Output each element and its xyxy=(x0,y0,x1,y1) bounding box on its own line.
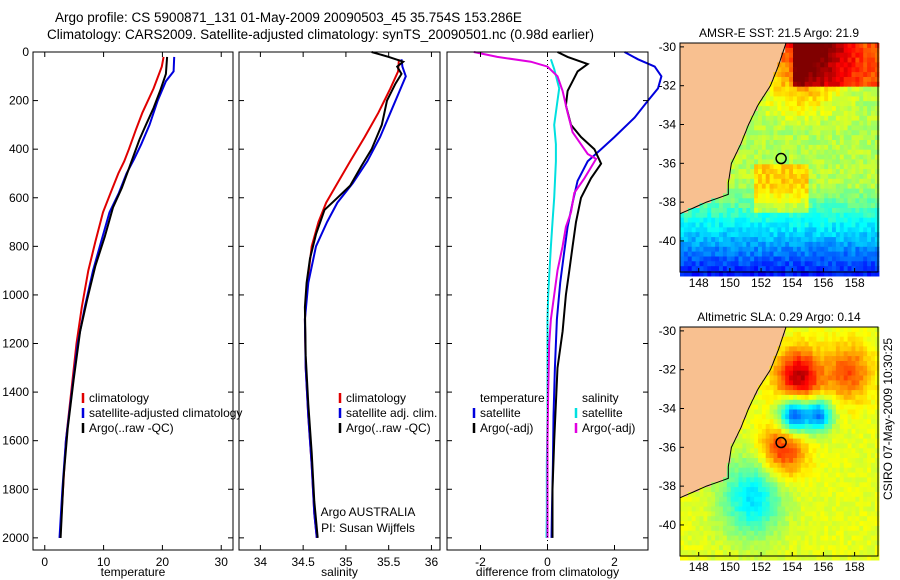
y-tick-label-8: 1600 xyxy=(2,434,29,448)
map-y-label-1-0: -30 xyxy=(659,324,677,338)
map-x-label-0-4: 156 xyxy=(813,276,833,290)
x-axis-label-0: temperature xyxy=(101,565,166,579)
map-y-label-0-2: -34 xyxy=(659,118,677,132)
y-tick-label-0: 0 xyxy=(22,45,29,59)
profile-title: Argo profile: CS 5900871_131 01-May-2009… xyxy=(55,10,522,25)
x-tick-label-2-1: 0 xyxy=(544,555,551,569)
x-tick-label-1-3: 35.5 xyxy=(377,555,401,569)
map-x-label-0-0: 148 xyxy=(689,276,709,290)
series-line-0-2 xyxy=(59,56,169,538)
sla-map: 148 150 152 154 156 158 -30 -32 -34 -36 -38 -40 Alti… xyxy=(659,310,880,574)
x-tick-label-0-3: 30 xyxy=(215,555,229,569)
x-axis-label-2: difference from climatology xyxy=(476,565,619,579)
diff-legend-temp-label-2: Argo(-adj) xyxy=(480,421,533,435)
y-tick-label-1: 200 xyxy=(9,94,29,108)
diff-legend-sal-label-0: salinity xyxy=(582,391,619,405)
x-tick-label-1-1: 34.5 xyxy=(291,555,315,569)
diff-legend-sal-label-2: Argo(-adj) xyxy=(582,421,635,435)
series-line-1-2 xyxy=(303,51,406,538)
temp-legend-label-0: climatology xyxy=(89,391,149,405)
map-x-label-0-1: 150 xyxy=(720,276,740,290)
map-y-label-0-1: -32 xyxy=(659,79,677,93)
diff-legend-sal-label-1: satellite xyxy=(582,406,623,420)
x-axis-label-1: salinity xyxy=(321,565,358,579)
diff-legend-temp-label-1: satellite xyxy=(480,406,521,420)
map-y-label-0-4: -38 xyxy=(659,195,677,209)
temp-legend-label-1: satellite-adjusted climatology xyxy=(89,406,242,420)
map-y-label-1-1: -32 xyxy=(659,363,677,377)
axes-frame-0 xyxy=(32,51,234,551)
csiro-timestamp: CSIRO 07-May-2009 10:30:25 xyxy=(881,338,895,500)
map-x-label-1-1: 150 xyxy=(720,560,740,574)
temperature-panel: 0 10 20 30 temperature 0 200 400 600 800 1000 1200 1… xyxy=(2,45,242,579)
map-title-1: Altimetric SLA: 0.29 Argo: 0.14 xyxy=(697,310,861,324)
axes-frame-1 xyxy=(238,51,441,551)
map-x-label-1-2: 152 xyxy=(751,560,771,574)
series-line-2-3 xyxy=(473,51,598,538)
sal-legend-label-0: climatology xyxy=(346,391,406,405)
salinity-panel: 34 34.5 35 35.5 36 salinity climatologysatelli… xyxy=(238,51,441,579)
x-tick-label-2-0: -2 xyxy=(475,555,486,569)
y-tick-label-5: 1000 xyxy=(2,288,29,302)
sal-legend-label-1: satellite adj. clim. xyxy=(346,406,437,420)
y-tick-label-2: 400 xyxy=(9,142,29,156)
y-tick-label-10: 2000 xyxy=(2,531,29,545)
x-tick-label-0-2: 20 xyxy=(156,555,170,569)
y-tick-label-4: 800 xyxy=(9,239,29,253)
x-tick-label-2-2: 2 xyxy=(611,555,618,569)
series-line-2-0 xyxy=(550,51,663,538)
x-tick-label-1-2: 35 xyxy=(339,555,353,569)
map-frame-0 xyxy=(679,42,879,273)
map-y-label-1-2: -34 xyxy=(659,402,677,416)
x-tick-label-0-0: 0 xyxy=(41,555,48,569)
map-x-label-1-4: 156 xyxy=(813,560,833,574)
y-tick-label-7: 1400 xyxy=(2,385,29,399)
map-frame-1 xyxy=(679,326,879,557)
sal-legend-label-2: Argo(..raw -QC) xyxy=(346,421,431,435)
map-x-label-0-5: 158 xyxy=(845,276,865,290)
map-y-label-0-0: -30 xyxy=(659,40,677,54)
argo-location-marker-0 xyxy=(775,152,787,165)
x-tick-label-1-4: 36 xyxy=(425,555,439,569)
map-x-label-1-3: 154 xyxy=(782,560,802,574)
series-line-2-1 xyxy=(551,51,603,538)
temp-legend-label-2: Argo(..raw -QC) xyxy=(89,421,174,435)
map-x-label-1-5: 158 xyxy=(845,560,865,574)
y-tick-label-9: 1800 xyxy=(2,482,29,496)
map-y-label-0-3: -36 xyxy=(659,156,677,170)
argo-annotation-2: PI: Susan Wijffels xyxy=(321,521,415,535)
map-y-label-1-5: -40 xyxy=(659,518,677,532)
series-line-0-1 xyxy=(58,56,176,538)
map-x-label-0-2: 152 xyxy=(751,276,771,290)
map-title-0: AMSR-E SST: 21.5 Argo: 21.9 xyxy=(699,26,859,40)
y-tick-label-6: 1200 xyxy=(2,337,29,351)
x-tick-label-1-0: 34 xyxy=(254,555,268,569)
series-line-1-0 xyxy=(303,59,400,539)
map-x-label-0-3: 154 xyxy=(782,276,802,290)
map-y-label-1-4: -38 xyxy=(659,479,677,493)
map-y-label-1-3: -36 xyxy=(659,440,677,454)
map-y-label-0-5: -40 xyxy=(659,234,677,248)
series-line-1-1 xyxy=(303,59,407,539)
map-x-label-1-0: 148 xyxy=(689,560,709,574)
diff-legend-temp-label-0: temperature xyxy=(480,391,545,405)
y-tick-label-3: 600 xyxy=(9,191,29,205)
amsr-map: 148 150 152 154 156 158 -30 -32 -34 -36 -38 -40 AMSR… xyxy=(659,26,880,290)
ocean-field-1 xyxy=(680,327,880,561)
climatology-subtitle: Climatology: CARS2009. Satellite-adjuste… xyxy=(47,27,595,42)
argo-annotation-1: Argo AUSTRALIA xyxy=(321,505,416,519)
argo-location-marker-1 xyxy=(775,436,787,449)
x-tick-label-0-1: 10 xyxy=(97,555,111,569)
ocean-field-0 xyxy=(680,43,880,277)
